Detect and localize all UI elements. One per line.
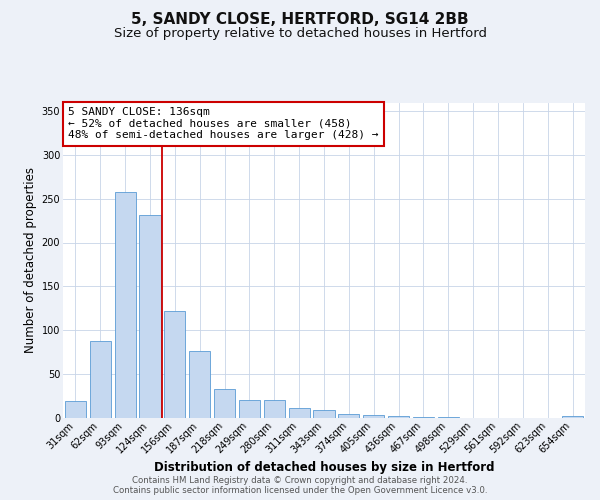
- Bar: [562, 416, 583, 418]
- Bar: [289, 408, 310, 418]
- Y-axis label: Number of detached properties: Number of detached properties: [25, 167, 37, 353]
- Bar: [189, 351, 210, 418]
- Bar: [313, 410, 335, 418]
- Bar: [264, 400, 285, 417]
- Bar: [139, 216, 161, 418]
- Bar: [413, 416, 434, 418]
- Bar: [388, 416, 409, 418]
- Bar: [214, 388, 235, 418]
- Text: Size of property relative to detached houses in Hertford: Size of property relative to detached ho…: [113, 28, 487, 40]
- Bar: [65, 401, 86, 417]
- Bar: [363, 415, 384, 418]
- Text: 5, SANDY CLOSE, HERTFORD, SG14 2BB: 5, SANDY CLOSE, HERTFORD, SG14 2BB: [131, 12, 469, 28]
- Bar: [239, 400, 260, 417]
- X-axis label: Distribution of detached houses by size in Hertford: Distribution of detached houses by size …: [154, 460, 494, 473]
- Bar: [90, 342, 111, 417]
- Text: Contains HM Land Registry data © Crown copyright and database right 2024.
Contai: Contains HM Land Registry data © Crown c…: [113, 476, 487, 495]
- Bar: [438, 416, 459, 418]
- Bar: [164, 310, 185, 418]
- Bar: [115, 192, 136, 418]
- Bar: [338, 414, 359, 418]
- Text: 5 SANDY CLOSE: 136sqm
← 52% of detached houses are smaller (458)
48% of semi-det: 5 SANDY CLOSE: 136sqm ← 52% of detached …: [68, 107, 379, 140]
